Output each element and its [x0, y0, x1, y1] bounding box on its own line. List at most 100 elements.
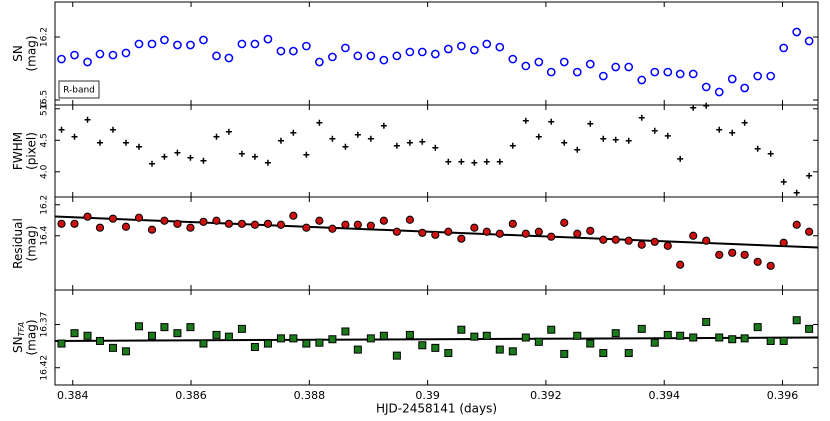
data-point [353, 51, 363, 61]
data-point [108, 50, 118, 60]
data-point [689, 231, 698, 240]
data-point [341, 327, 350, 336]
data-point [637, 324, 646, 333]
data-point [315, 57, 324, 67]
data-point [457, 325, 466, 334]
data-point [121, 48, 131, 58]
data-point [714, 87, 724, 97]
data-point [289, 334, 298, 343]
data-point [95, 223, 105, 232]
data-point [637, 240, 646, 249]
data-point [587, 120, 594, 127]
y-tick-label: 16.37 [40, 312, 50, 338]
data-point [263, 219, 273, 228]
data-point [805, 324, 814, 333]
data-point [650, 338, 659, 347]
legend-label: R-band [63, 86, 95, 96]
data-point [806, 172, 813, 179]
data-point [521, 229, 530, 238]
data-point [263, 339, 272, 348]
data-point [625, 137, 632, 144]
data-point [405, 215, 414, 224]
data-point [160, 323, 169, 332]
data-point [263, 34, 273, 44]
data-point [470, 332, 479, 341]
data-point [161, 153, 168, 160]
data-point [766, 71, 776, 81]
y-label-name: Residual [11, 218, 25, 269]
data-point [508, 347, 517, 356]
data-point [715, 250, 724, 259]
y-label: SNTFA [11, 322, 26, 353]
data-point [740, 334, 749, 343]
data-point [96, 139, 103, 146]
data-point [406, 139, 413, 146]
data-point [573, 229, 582, 238]
data-point [134, 213, 144, 222]
data-point [250, 39, 260, 49]
data-point [804, 36, 814, 46]
data-point [315, 216, 324, 225]
data-point [277, 137, 284, 144]
data-point [611, 62, 621, 72]
data-point [482, 39, 492, 49]
data-point [663, 67, 673, 77]
data-point [134, 39, 144, 49]
data-point [611, 235, 620, 244]
data-point [753, 257, 762, 266]
data-point [586, 339, 595, 348]
data-point [598, 71, 608, 81]
data-point [522, 117, 529, 124]
data-point [84, 116, 91, 123]
data-point [444, 227, 453, 236]
data-point [676, 260, 685, 269]
data-point [237, 324, 246, 333]
data-point [134, 322, 143, 331]
data-point [482, 227, 491, 236]
data-point [535, 133, 542, 140]
data-point [547, 325, 556, 334]
data-point [624, 349, 633, 358]
data-point [366, 221, 375, 230]
y-label-name: FWHM [11, 132, 25, 170]
y-label: Residual [11, 218, 25, 269]
x-tick-label: 0.39 [415, 389, 440, 402]
data-point [187, 154, 194, 161]
data-point [702, 236, 711, 245]
data-point [147, 225, 157, 234]
data-point [688, 69, 698, 79]
data-point [57, 339, 66, 348]
data-point [366, 51, 376, 61]
data-point [109, 126, 116, 133]
data-point [495, 42, 505, 52]
data-point [392, 351, 401, 360]
data-point [95, 49, 105, 59]
data-point [716, 126, 723, 133]
data-point [729, 129, 736, 136]
data-point [329, 135, 336, 142]
data-point [637, 75, 647, 85]
data-point [663, 241, 672, 250]
data-point [677, 155, 684, 162]
data-point [753, 71, 763, 81]
data-point [250, 343, 259, 351]
data-point [702, 317, 711, 326]
data-point [121, 222, 131, 231]
data-point [83, 212, 92, 221]
data-point [779, 336, 788, 345]
data-point [328, 52, 337, 62]
data-point [495, 345, 504, 354]
data-point [160, 35, 169, 45]
data-point [174, 149, 181, 156]
fit-line [54, 336, 819, 342]
data-point [225, 128, 232, 135]
data-point [147, 39, 157, 49]
data-point [418, 228, 427, 237]
data-point [302, 223, 311, 232]
data-point [108, 343, 117, 352]
data-point [573, 331, 582, 340]
data-point [186, 40, 195, 50]
data-point [289, 211, 298, 220]
data-point [379, 55, 389, 65]
data-point [482, 331, 491, 340]
